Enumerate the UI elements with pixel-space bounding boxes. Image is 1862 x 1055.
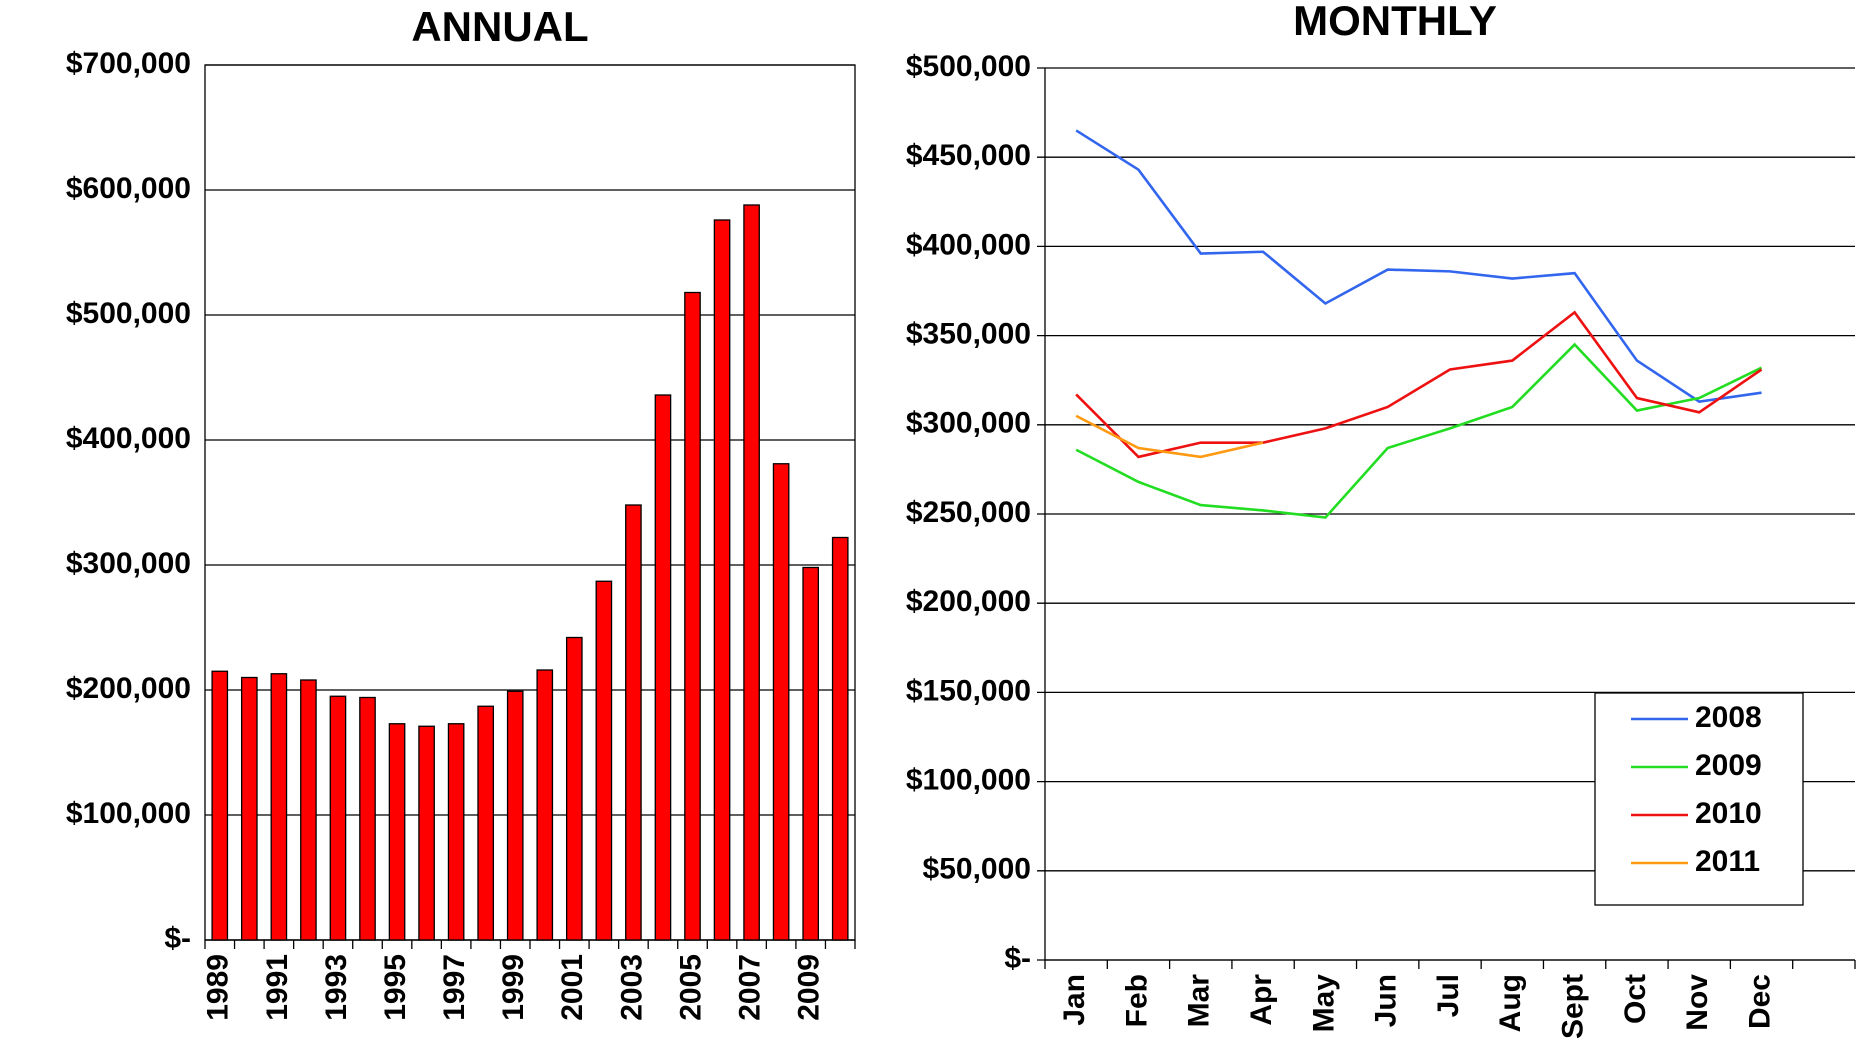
legend-label: 2009 <box>1695 749 1762 782</box>
x-tick-label: 1989 <box>202 954 235 1021</box>
bar <box>802 566 820 941</box>
bar <box>270 673 288 941</box>
y-tick-label: $200,000 <box>66 672 191 705</box>
chart-title: ANNUAL <box>411 3 588 50</box>
x-tick-label: 1999 <box>497 954 530 1021</box>
legend-box <box>1594 692 1804 906</box>
x-tick-label: 2001 <box>556 954 589 1021</box>
bar <box>211 670 229 941</box>
y-tick-label: $400,000 <box>66 422 191 455</box>
y-tick-label: $50,000 <box>923 853 1031 886</box>
bar <box>240 676 258 941</box>
bar <box>300 679 317 941</box>
x-tick-label: 1997 <box>438 954 471 1021</box>
bar <box>772 463 790 941</box>
x-tick-label: Sept <box>1557 974 1590 1039</box>
bar <box>329 695 347 941</box>
y-tick-label: $600,000 <box>66 172 191 205</box>
x-tick-label: 2005 <box>674 954 707 1021</box>
bar <box>536 669 554 941</box>
y-tick-label: $150,000 <box>906 674 1031 707</box>
bar <box>359 696 376 941</box>
chart-title: MONTHLY <box>1293 0 1497 44</box>
x-tick-label: Jul <box>1432 974 1465 1017</box>
x-tick-label: Mar <box>1183 974 1216 1028</box>
legend-label: 2010 <box>1695 797 1762 830</box>
line-series <box>1075 310 1763 459</box>
legend-label: 2011 <box>1695 845 1760 878</box>
x-tick-label: May <box>1307 974 1340 1033</box>
y-tick-label: $350,000 <box>906 318 1031 351</box>
y-tick-label: $100,000 <box>66 797 191 830</box>
bar <box>831 536 849 941</box>
x-tick-label: 2003 <box>615 954 648 1021</box>
bar <box>565 636 583 941</box>
y-tick-label: $- <box>1004 942 1031 975</box>
x-tick-label: Aug <box>1494 974 1527 1032</box>
bar <box>743 204 760 941</box>
x-tick-label: 1991 <box>261 954 294 1021</box>
y-tick-label: $100,000 <box>906 764 1031 797</box>
x-tick-label: 1995 <box>379 954 412 1021</box>
bar <box>506 690 524 941</box>
x-tick-label: Feb <box>1120 974 1153 1027</box>
bar <box>388 723 406 941</box>
x-tick-label: Dec <box>1743 974 1776 1029</box>
y-tick-label: $450,000 <box>906 139 1031 172</box>
bar <box>477 705 495 941</box>
bar <box>684 291 701 941</box>
bar <box>595 580 613 941</box>
y-tick-label: $200,000 <box>906 585 1031 618</box>
y-tick-label: $300,000 <box>66 547 191 580</box>
x-tick-label: Oct <box>1619 974 1652 1024</box>
x-tick-label: Jun <box>1370 974 1403 1027</box>
bar <box>625 504 642 941</box>
x-tick-label: 2009 <box>793 954 826 1021</box>
line-series <box>1075 342 1763 519</box>
x-tick-label: 2007 <box>734 954 767 1021</box>
bar <box>418 725 435 941</box>
bar <box>447 723 465 941</box>
x-tick-label: 1993 <box>320 954 353 1021</box>
y-tick-label: $400,000 <box>906 228 1031 261</box>
bar <box>654 394 672 941</box>
y-tick-label: $- <box>164 922 191 955</box>
y-tick-label: $250,000 <box>906 496 1031 529</box>
y-tick-label: $300,000 <box>906 407 1031 440</box>
y-tick-label: $700,000 <box>66 47 191 80</box>
y-tick-label: $500,000 <box>66 297 191 330</box>
x-tick-label: Jan <box>1058 974 1091 1026</box>
legend-label: 2008 <box>1695 701 1762 734</box>
bar <box>713 219 731 941</box>
y-tick-label: $500,000 <box>906 50 1031 83</box>
line-series <box>1075 414 1264 459</box>
line-series <box>1075 129 1762 403</box>
x-tick-label: Apr <box>1245 974 1278 1026</box>
x-tick-label: Nov <box>1681 974 1714 1031</box>
